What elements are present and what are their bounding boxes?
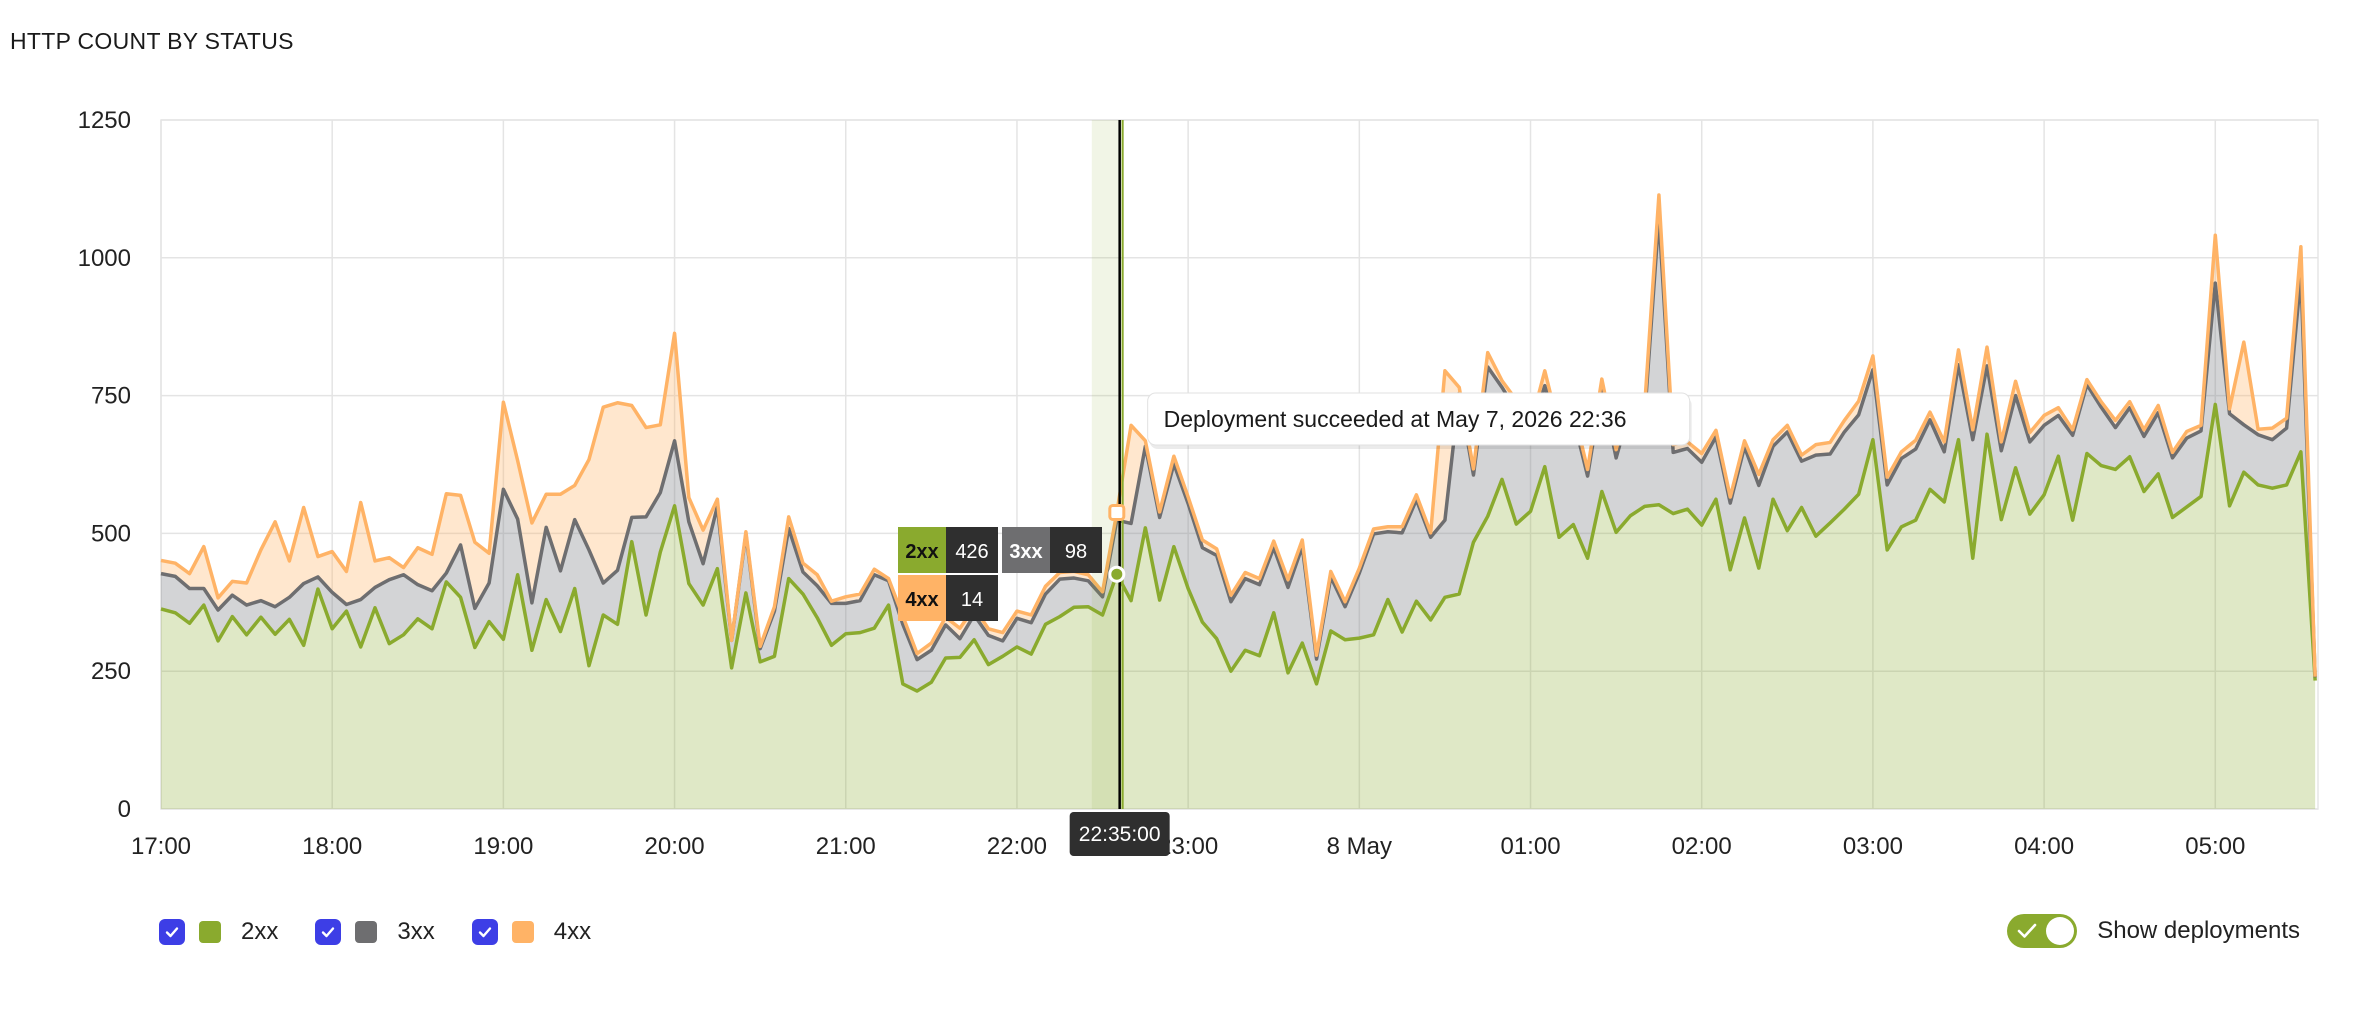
x-tick-label: 19:00 <box>473 833 533 860</box>
y-tick-label: 1250 <box>78 107 131 134</box>
x-tick-label: 18:00 <box>302 833 362 860</box>
hover-badge-2xx-value: 426 <box>955 541 988 563</box>
show-deployments-toggle[interactable] <box>2007 914 2078 948</box>
hover-badge-3xx-value: 98 <box>1065 541 1087 563</box>
show-deployments-control: Show deployments <box>2007 914 2300 948</box>
y-tick-label: 1000 <box>78 245 131 272</box>
legend-swatch-3xx <box>355 921 378 943</box>
deployment-tooltip-text: Deployment succeeded at May 7, 2026 22:3… <box>1164 406 1627 432</box>
hover-badge-2xx-value-box <box>946 527 998 573</box>
x-tick-label: 22:00 <box>987 833 1047 860</box>
y-tick-label: 250 <box>91 658 131 685</box>
x-tick-label: 01:00 <box>1500 833 1560 860</box>
hover-badge-3xx-swatch <box>1002 527 1050 573</box>
show-deployments-label: Show deployments <box>2097 917 2300 944</box>
x-tick-label: 21:00 <box>816 833 876 860</box>
x-tick-label: 8 May <box>1327 833 1392 860</box>
checkbox-checked-icon[interactable] <box>159 919 185 945</box>
hover-badge-3xx-label: 3xx <box>1009 541 1042 563</box>
legend-item-4xx[interactable]: 4xx <box>471 918 592 946</box>
hover-badge-4xx-value-box <box>946 575 998 621</box>
x-tick-label: 17:00 <box>131 833 191 860</box>
toggle-knob <box>2046 917 2075 945</box>
legend-item-3xx[interactable]: 3xx <box>315 918 435 946</box>
hover-band <box>1091 120 1122 809</box>
hover-badge-4xx-value: 14 <box>961 589 983 611</box>
legend-label: 3xx <box>397 918 435 945</box>
check-icon <box>2017 923 2037 938</box>
y-tick-label: 750 <box>91 383 131 410</box>
x-tick-label: 04:00 <box>2014 833 2074 860</box>
hover-time-label: 22:35:00 <box>1079 823 1161 846</box>
legend-label: 4xx <box>553 918 592 945</box>
x-tick-label: 20:00 <box>645 833 705 860</box>
hover-badge-4xx-label: 4xx <box>905 589 938 611</box>
legend-swatch-2xx <box>199 921 221 943</box>
hover-badge-3xx-value-box <box>1050 527 1102 573</box>
y-tick-label: 0 <box>118 796 131 823</box>
panel-title: HTTP COUNT BY STATUS <box>10 28 294 54</box>
deployment-tooltip <box>1147 392 1691 446</box>
legend-label: 2xx <box>241 918 279 945</box>
hover-point-4xx <box>1108 503 1126 521</box>
checkbox-checked-icon[interactable] <box>315 919 342 945</box>
chart-legend: 2xx 3xx 4xx <box>159 918 628 946</box>
hover-badge-4xx-swatch <box>898 575 946 621</box>
http-status-chart[interactable]: 0 250 500 750 1000 1250 17:00 18:00 19:00 20:00 21… <box>0 0 2362 880</box>
series-line-4xx[interactable] <box>160 193 2317 677</box>
x-tick-label: 02:00 <box>1672 833 1732 860</box>
area-2xx <box>161 404 2316 809</box>
hover-point-2xx <box>1108 565 1126 583</box>
legend-swatch-4xx <box>511 921 534 943</box>
series-line-2xx[interactable] <box>160 402 2317 693</box>
series-line-3xx[interactable] <box>160 215 2317 678</box>
x-tick-label: 03:00 <box>1843 833 1903 860</box>
y-tick-label: 500 <box>91 520 131 547</box>
area-3xx <box>161 217 2316 692</box>
legend-item-2xx[interactable]: 2xx <box>159 918 278 946</box>
checkbox-checked-icon[interactable] <box>471 919 498 945</box>
hover-badge-2xx-label: 2xx <box>905 541 938 563</box>
x-tick-label: 05:00 <box>2185 833 2245 860</box>
hover-time-box <box>1069 812 1170 856</box>
hover-badge-2xx-swatch <box>898 527 946 573</box>
